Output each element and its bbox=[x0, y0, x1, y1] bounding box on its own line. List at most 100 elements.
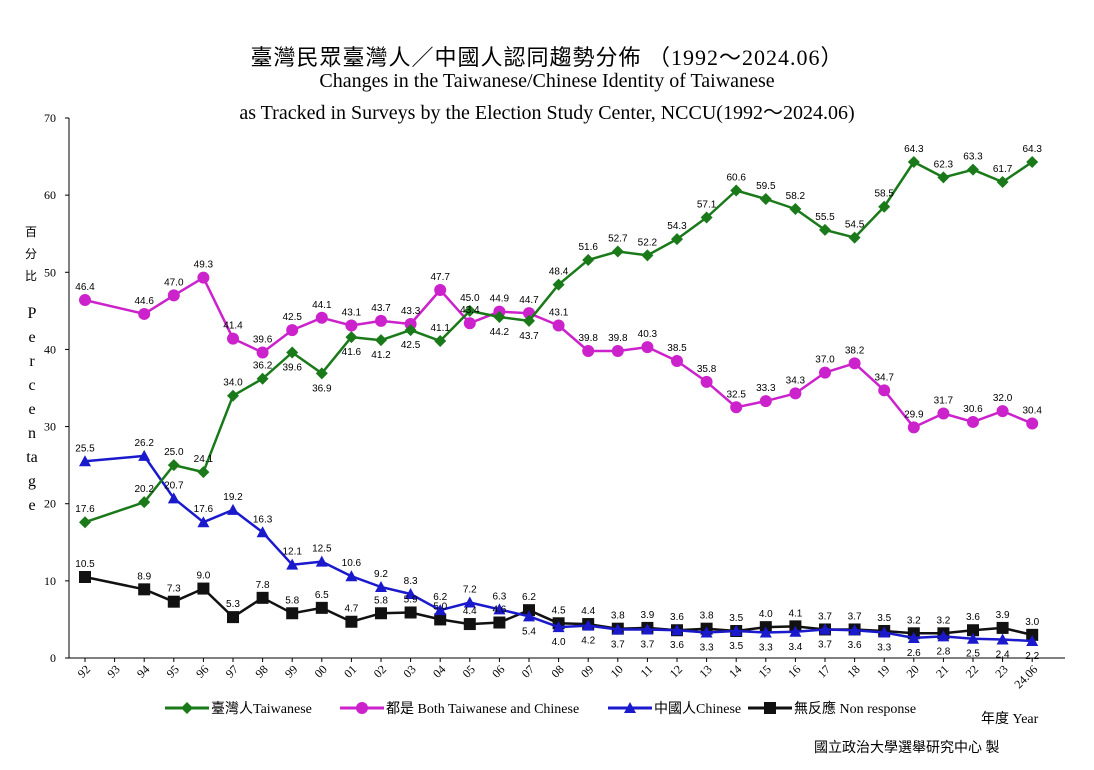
point-chinese bbox=[523, 610, 535, 622]
data-label-nonresponse: 4.4 bbox=[581, 606, 595, 617]
data-label-nonresponse: 7.3 bbox=[167, 584, 181, 595]
data-label-taiwanese: 61.7 bbox=[993, 164, 1013, 175]
x-tick-label: 23 bbox=[992, 662, 1010, 680]
x-tick-label: 96 bbox=[193, 662, 211, 680]
x-tick-label: 24.06 bbox=[1011, 662, 1040, 691]
data-label-taiwanese: 24.1 bbox=[194, 454, 214, 465]
y-axis-label-zh: 百分比 bbox=[24, 225, 37, 283]
point-chinese bbox=[907, 631, 920, 643]
legend-item-taiwanese: 臺灣人Taiwanese bbox=[165, 698, 312, 718]
data-label-nonresponse: 10.5 bbox=[75, 559, 95, 570]
data-label-chinese: 25.5 bbox=[75, 443, 95, 454]
data-label-chinese: 4.0 bbox=[552, 637, 566, 648]
point-chinese bbox=[167, 492, 180, 504]
point-taiwanese bbox=[730, 184, 743, 197]
data-label-chinese: 8.3 bbox=[404, 576, 418, 587]
point-taiwanese bbox=[227, 389, 239, 402]
data-label-nonresponse: 7.8 bbox=[256, 580, 270, 591]
data-label-taiwanese: 54.3 bbox=[667, 221, 687, 232]
x-tick-label: 11 bbox=[637, 662, 655, 680]
data-label-taiwanese: 25.0 bbox=[164, 447, 184, 458]
x-tick-label: 06 bbox=[489, 662, 507, 680]
point-both bbox=[789, 387, 802, 400]
point-chinese bbox=[552, 621, 565, 633]
point-both bbox=[582, 344, 595, 357]
point-chinese bbox=[286, 558, 299, 570]
point-both bbox=[967, 415, 979, 428]
point-both bbox=[759, 395, 772, 408]
data-label-both: 34.7 bbox=[874, 372, 894, 383]
x-tick-label: 01 bbox=[341, 662, 359, 680]
data-label-chinese: 9.2 bbox=[374, 569, 388, 580]
data-label-chinese: 6.2 bbox=[433, 592, 447, 603]
x-tick-label: 03 bbox=[400, 662, 418, 680]
data-label-nonresponse: 3.5 bbox=[729, 613, 743, 624]
point-nonresponse bbox=[138, 583, 151, 596]
point-chinese bbox=[463, 596, 476, 608]
point-nonresponse bbox=[523, 604, 535, 617]
data-label-taiwanese: 17.6 bbox=[75, 504, 95, 515]
point-both bbox=[641, 341, 654, 354]
point-chinese bbox=[1026, 635, 1039, 647]
point-nonresponse bbox=[375, 607, 387, 620]
point-taiwanese bbox=[523, 314, 535, 327]
legend-marker-circle-icon bbox=[340, 702, 384, 714]
y-tick-label: 60 bbox=[44, 188, 56, 202]
data-label-chinese: 3.7 bbox=[640, 639, 654, 650]
point-taiwanese bbox=[493, 311, 506, 324]
point-both bbox=[611, 344, 624, 357]
data-label-chinese: 3.6 bbox=[670, 640, 684, 651]
point-both bbox=[404, 317, 417, 330]
x-tick-label: 05 bbox=[460, 662, 478, 680]
data-label-both: 38.2 bbox=[845, 345, 865, 356]
legend-marker-triangle-icon bbox=[608, 702, 652, 713]
data-label-nonresponse: 5.8 bbox=[374, 595, 388, 606]
data-label-chinese: 4.2 bbox=[581, 636, 595, 647]
point-chinese bbox=[79, 455, 91, 467]
point-chinese bbox=[227, 503, 239, 515]
point-taiwanese bbox=[967, 163, 979, 176]
legend-item-nonresponse: 無反應 Non response bbox=[748, 698, 916, 718]
data-label-both: 39.8 bbox=[608, 333, 628, 344]
data-label-nonresponse: 3.7 bbox=[818, 611, 832, 622]
point-both bbox=[671, 355, 683, 367]
data-label-both: 43.4 bbox=[460, 305, 480, 316]
point-both bbox=[434, 284, 447, 297]
x-tick-label: 18 bbox=[844, 662, 862, 680]
data-label-both: 34.3 bbox=[786, 375, 806, 386]
x-tick-label: 21 bbox=[933, 662, 951, 680]
point-nonresponse bbox=[1026, 628, 1039, 641]
point-both bbox=[138, 307, 151, 320]
point-both bbox=[848, 357, 861, 370]
data-label-both: 29.9 bbox=[904, 409, 924, 420]
x-tick-label: 12 bbox=[667, 662, 685, 680]
data-label-chinese: 3.5 bbox=[729, 641, 743, 652]
series-line-both bbox=[84, 276, 1033, 429]
data-label-both: 37.0 bbox=[815, 355, 835, 366]
point-chinese bbox=[197, 516, 210, 528]
point-nonresponse bbox=[493, 616, 506, 629]
point-chinese bbox=[315, 555, 328, 567]
point-nonresponse bbox=[286, 607, 299, 620]
data-label-nonresponse: 4.6 bbox=[492, 605, 506, 616]
data-label-both: 31.7 bbox=[934, 395, 954, 406]
data-label-nonresponse: 5.9 bbox=[404, 594, 418, 605]
data-label-nonresponse: 4.7 bbox=[344, 604, 358, 615]
x-tick-label: 20 bbox=[904, 662, 922, 680]
point-nonresponse bbox=[197, 582, 210, 595]
data-label-taiwanese: 39.6 bbox=[282, 363, 302, 374]
data-label-both: 32.0 bbox=[993, 393, 1013, 404]
data-label-both: 47.0 bbox=[164, 277, 184, 288]
x-axis-label: 年度 Year bbox=[981, 712, 1039, 727]
data-label-nonresponse: 3.0 bbox=[1025, 617, 1039, 628]
point-chinese bbox=[671, 624, 683, 636]
y-tick-label: 40 bbox=[44, 342, 56, 356]
data-label-chinese: 2.8 bbox=[936, 646, 950, 657]
data-label-both: 30.4 bbox=[1022, 405, 1042, 416]
data-label-both: 44.9 bbox=[490, 294, 510, 305]
point-taiwanese bbox=[996, 176, 1009, 189]
point-both bbox=[167, 289, 180, 302]
point-chinese bbox=[345, 570, 358, 582]
point-both bbox=[79, 294, 91, 307]
